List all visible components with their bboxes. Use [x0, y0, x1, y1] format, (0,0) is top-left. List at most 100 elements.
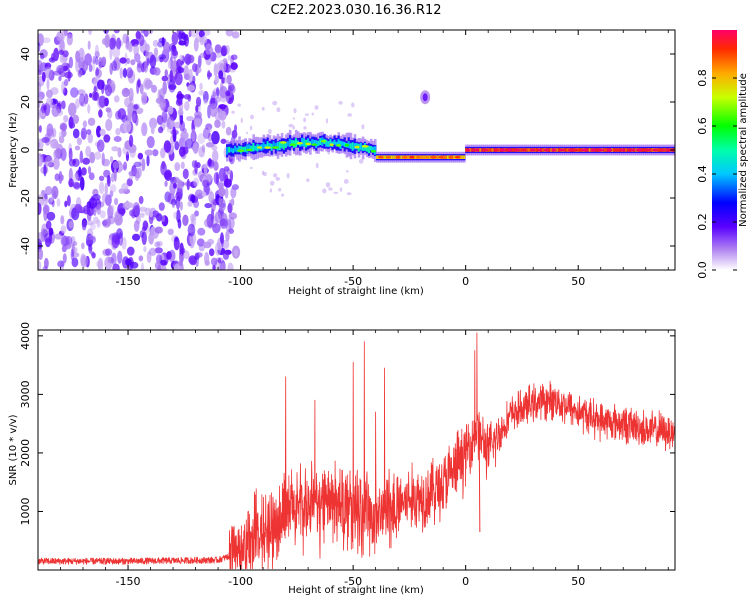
heatmap-noise-cell	[66, 63, 70, 71]
heatmap-band-bead	[474, 148, 480, 152]
heatmap-noise-cell	[146, 135, 155, 149]
heatmap-noise-cell	[144, 43, 150, 53]
heatmap-noise-cell	[231, 54, 238, 61]
heatmap-noise-cell	[144, 51, 151, 59]
heatmap-band-core	[327, 141, 330, 147]
heatmap-noise-cell	[130, 113, 137, 123]
heatmap-band-bead	[354, 145, 360, 149]
heatmap-band-core	[604, 148, 608, 152]
heatmap-noise-cell	[38, 248, 44, 261]
heatmap-noise-cell	[87, 40, 91, 50]
heatmap-noise-cell	[51, 185, 59, 200]
heatmap-noise-cell	[151, 84, 158, 93]
heatmap-noise-cell	[217, 257, 222, 264]
heatmap-noise-cell	[119, 67, 123, 79]
heatmap-noise-cell	[76, 137, 83, 146]
heatmap-noise-cell	[70, 87, 79, 98]
heatmap-noise-cell	[77, 69, 83, 78]
heatmap-noise-cell	[59, 174, 64, 181]
heatmap-noise-cell	[166, 116, 175, 130]
heatmap-noise-cell	[113, 56, 121, 71]
heatmap-noise-cell	[72, 158, 80, 168]
heatmap-noise-cell	[176, 187, 183, 200]
heatmap-band-core	[566, 148, 569, 152]
heatmap-noise-cell	[104, 194, 112, 206]
heatmap-noise-cell	[215, 172, 220, 186]
heatmap-halo-cell	[339, 187, 343, 192]
heatmap-halo-cell	[245, 131, 248, 135]
heatmap-noise-cell	[104, 248, 113, 256]
heatmap-noise-cell	[221, 262, 226, 270]
heatmap-noise-cell	[219, 63, 227, 73]
heatmap-noise-cell	[212, 198, 219, 206]
heatmap-noise-cell	[102, 248, 111, 257]
heatmap-noise-cell	[104, 84, 113, 97]
heatmap-noise-cell	[109, 62, 113, 75]
colorbar-tick-label: 0.2	[696, 213, 709, 231]
heatmap-halo-cell	[311, 112, 314, 116]
heatmap-band-core	[422, 155, 425, 159]
heatmap-noise-cell	[151, 210, 160, 218]
heatmap-noise-cell	[58, 49, 64, 56]
heatmap-noise-cell	[96, 125, 102, 138]
heatmap-band-bead	[629, 148, 636, 152]
heatmap-band-core	[337, 139, 340, 147]
heatmap-noise-cell	[195, 96, 202, 107]
heatmap-noise-cell	[161, 36, 165, 47]
heatmap-noise-cell	[68, 116, 74, 129]
heatmap-noise-cell	[48, 227, 54, 236]
heatmap-band-core	[268, 143, 271, 149]
heatmap-halo-cell	[249, 125, 253, 131]
heatmap-noise-cell	[217, 187, 226, 197]
heatmap-noise-cell	[61, 235, 70, 247]
heatmap-noise-cell	[194, 189, 204, 199]
heatmap-noise-cell	[214, 119, 221, 129]
heatmap-noise-cell	[70, 248, 75, 261]
heatmap-noise-cell	[133, 220, 140, 232]
heatmap-noise-cell	[72, 128, 80, 139]
heatmap-noise-cell	[202, 179, 210, 188]
heatmap-noise-cell	[218, 103, 227, 110]
heatmap-band-bead	[500, 148, 507, 152]
heatmap-noise-cell	[193, 37, 199, 52]
heatmap-noise-cell	[98, 109, 103, 118]
heatmap-noise-cell	[183, 65, 189, 79]
heatmap-band-bead	[659, 148, 666, 152]
heatmap-band-core	[414, 155, 417, 159]
heatmap-band-bead	[279, 141, 287, 144]
heatmap-band-bead	[574, 148, 579, 152]
heatmap-noise-cell	[42, 265, 48, 270]
heatmap-noise-cell	[61, 30, 66, 40]
heatmap-noise-cell	[177, 109, 184, 116]
heatmap-noise-cell	[178, 146, 186, 157]
heatmap-band-core	[550, 148, 553, 152]
heatmap-noise-cell	[152, 39, 159, 47]
heatmap-band-core	[361, 145, 365, 151]
snr-x-tick-label: 50	[571, 575, 585, 588]
heatmap-noise-cell	[115, 37, 122, 50]
heatmap-band-core	[313, 139, 316, 146]
heatmap-noise-cell	[174, 236, 179, 242]
heatmap-band-core	[228, 146, 231, 153]
heatmap-noise-cell	[83, 93, 89, 105]
heatmap-noise-cell	[87, 104, 91, 114]
heatmap-noise-cell	[210, 257, 218, 267]
heatmap-noise-cell	[161, 75, 169, 82]
heatmap-band-bead	[597, 148, 605, 152]
heatmap-noise-cell	[68, 56, 74, 69]
heatmap-noise-cell	[53, 149, 58, 160]
heatmap-y-tick-label: -40	[19, 237, 32, 255]
heatmap-noise-cell	[117, 147, 121, 157]
heatmap-noise-cell	[222, 58, 228, 64]
heatmap-noise-cell	[182, 168, 189, 180]
heatmap-noise-cell	[173, 121, 182, 129]
heatmap-noise-cell	[153, 67, 161, 76]
snr-y-tick-label: 4000	[19, 322, 32, 350]
heatmap-band-bead	[336, 143, 342, 147]
heatmap-noise-cell	[179, 120, 185, 132]
heatmap-halo-cell	[277, 187, 282, 192]
heatmap-band-core	[473, 148, 476, 152]
heatmap-noise-cell	[89, 92, 93, 98]
heatmap-band-core	[236, 147, 239, 153]
heatmap-noise-cell	[38, 155, 42, 166]
